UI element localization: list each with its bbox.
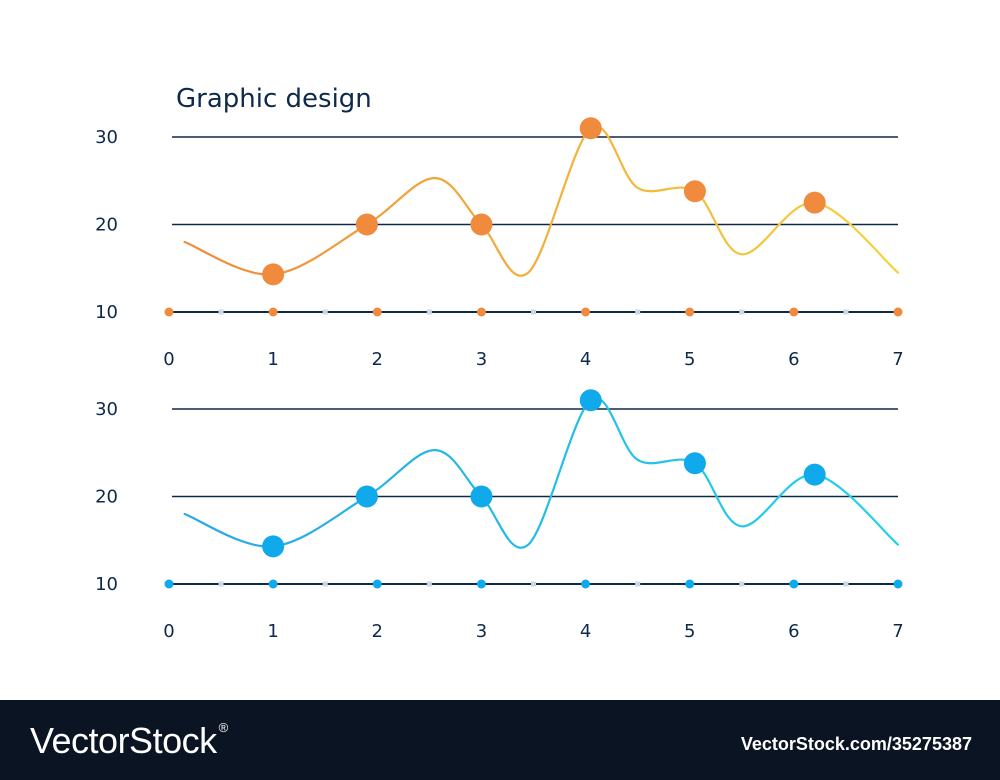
series-line [183, 397, 900, 549]
x-tick-label: 6 [788, 621, 799, 642]
y-tick-label: 30 [95, 127, 118, 148]
chart-panel-1: Graphic design 10 20 30 0 1 2 3 4 5 6 7 [95, 84, 904, 370]
y-tick-label: 30 [95, 399, 118, 420]
y-tick-label: 10 [95, 302, 118, 323]
baseline-minor-dot [218, 581, 224, 587]
baseline-minor-dot [739, 581, 745, 587]
baseline-dot [581, 307, 591, 317]
brand-name: VectorStock [30, 720, 217, 761]
x-tick-label: 2 [372, 349, 383, 370]
data-point [470, 213, 493, 236]
x-tick-label: 1 [267, 621, 278, 642]
x-tick-label: 0 [163, 349, 174, 370]
baseline-dot [372, 307, 382, 317]
y-tick-label: 10 [95, 574, 118, 595]
data-point [803, 191, 826, 214]
x-tick-label: 6 [788, 349, 799, 370]
x-tick-label: 3 [476, 621, 487, 642]
x-tick-label: 7 [892, 349, 903, 370]
x-tick-label: 2 [372, 621, 383, 642]
data-point [355, 485, 378, 508]
series-line [183, 125, 900, 277]
baseline-minor-dot [322, 581, 328, 587]
x-tick-label: 3 [476, 349, 487, 370]
x-tick-label: 5 [684, 349, 695, 370]
baseline-dot [164, 579, 174, 589]
data-point [683, 180, 706, 203]
x-tick-label: 5 [684, 621, 695, 642]
baseline-minor-dot [218, 309, 224, 315]
baseline-dot [268, 579, 278, 589]
x-tick-label: 4 [580, 349, 591, 370]
baseline-minor-dot [635, 309, 641, 315]
baseline-dot [893, 307, 903, 317]
x-tick-label: 7 [892, 621, 903, 642]
baseline-dot [789, 579, 799, 589]
baseline-dot [476, 579, 486, 589]
charts-canvas: Graphic design 10 20 30 0 1 2 3 4 5 6 7 10 20 30 0 1 2 3 4 5… [95, 84, 904, 642]
baseline-minor-dot [426, 581, 432, 587]
chart-title: Graphic design [176, 84, 372, 114]
baseline-minor-dot [635, 581, 641, 587]
data-point [355, 213, 378, 236]
footer-bar: VectorStock ® VectorStock.com/35275387 [0, 700, 1000, 780]
data-point [683, 452, 706, 475]
data-point [579, 117, 602, 140]
baseline-minor-dot [843, 581, 849, 587]
data-point [803, 463, 826, 486]
baseline-dot [685, 579, 695, 589]
baseline-dot [372, 579, 382, 589]
baseline-minor-dot [426, 309, 432, 315]
data-point [262, 535, 285, 558]
data-point [470, 485, 493, 508]
baseline-minor-dot [739, 309, 745, 315]
x-tick-label: 4 [580, 621, 591, 642]
y-tick-label: 20 [95, 487, 118, 508]
y-tick-label: 20 [95, 215, 118, 236]
baseline-dot [893, 579, 903, 589]
baseline-minor-dot [531, 581, 536, 587]
image-url[interactable]: VectorStock.com/35275387 [740, 734, 972, 754]
baseline-dot [789, 307, 799, 317]
baseline-minor-dot [531, 309, 536, 315]
chart-panel-2: 10 20 30 0 1 2 3 4 5 6 7 [95, 389, 904, 642]
data-point [262, 263, 285, 286]
baseline-minor-dot [843, 309, 849, 315]
data-point [579, 389, 602, 412]
x-tick-label: 0 [163, 621, 174, 642]
registered-mark: ® [218, 720, 229, 735]
baseline-dot [476, 307, 486, 317]
x-tick-label: 1 [267, 349, 278, 370]
baseline-dot [268, 307, 278, 317]
baseline-dot [164, 307, 174, 317]
baseline-minor-dot [322, 309, 328, 315]
baseline-dot [685, 307, 695, 317]
brand-logo[interactable]: VectorStock ® [30, 720, 228, 762]
baseline-dot [581, 579, 591, 589]
